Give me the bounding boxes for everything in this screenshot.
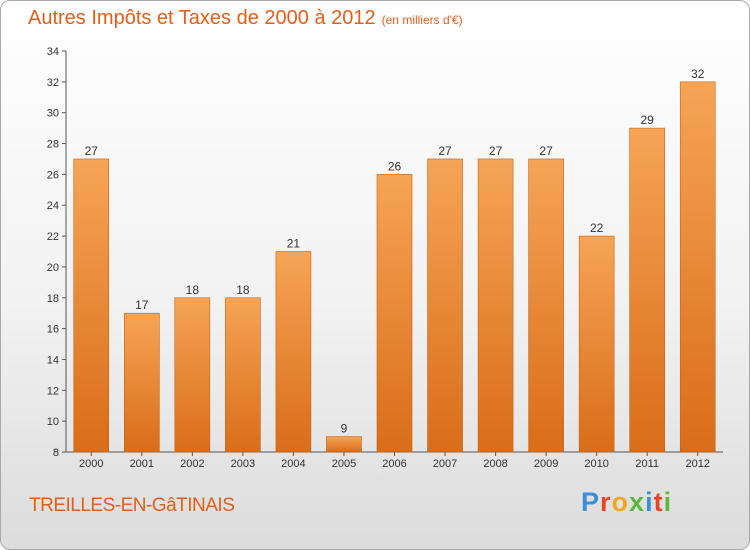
value-label-2010: 22 [590,221,604,235]
x-tick-label-2005: 2005 [332,458,356,470]
y-tick-label: 16 [47,324,59,336]
x-tick-label-2004: 2004 [281,458,305,470]
bar-2012 [679,81,716,453]
x-tick-label-2012: 2012 [685,458,709,470]
x-tick-label-2002: 2002 [180,458,204,470]
bar-2004 [275,251,312,453]
value-label-2007: 27 [438,144,452,158]
x-tick-label-2008: 2008 [483,458,507,470]
bar-2000 [73,158,110,453]
y-tick-label: 10 [47,416,59,428]
x-tick-label-2006: 2006 [382,458,406,470]
y-tick-label: 32 [47,77,59,89]
bar-2009 [528,158,564,453]
value-label-2000: 27 [85,144,99,158]
logo-letter: x [629,487,646,517]
logo-letter: i [645,487,654,517]
bar-2010 [578,235,615,453]
logo-letter: P [581,487,601,517]
value-label-2005: 9 [341,422,348,436]
bar-2007 [427,158,463,453]
value-label-2012: 32 [691,67,705,81]
logo-letter: i [663,487,673,517]
bar-2003 [225,297,261,453]
chart-title: Autres Impôts et Taxes de 2000 à 2012 (en… [28,7,463,30]
y-tick-label: 18 [47,293,59,305]
value-label-2003: 18 [236,283,250,297]
bar-2008 [477,158,514,453]
commune-name: TREILLES-EN-GâTINAIS [29,495,235,516]
value-label-2006: 26 [388,159,402,173]
x-tick-label-2000: 2000 [79,458,103,470]
x-tick-label-2003: 2003 [231,458,255,470]
logo-letter: o [611,487,630,517]
y-tick-label: 26 [47,169,59,181]
bar-2002 [174,297,211,453]
x-tick-label-2011: 2011 [635,458,659,470]
bar-2005 [326,436,362,453]
y-tick-label: 20 [47,262,59,274]
y-tick-label: 8 [53,447,59,459]
y-tick-label: 34 [47,46,59,58]
y-tick-label: 28 [47,139,59,151]
proxiti-logo: Proxiti [581,487,672,518]
value-label-2008: 27 [489,144,503,158]
chart-title-text: Autres Impôts et Taxes de 2000 à 2012 [28,7,376,29]
x-tick-label-2001: 2001 [130,458,154,470]
y-tick-label: 24 [47,200,59,212]
chart-unit: (en milliers d'€) [381,13,463,27]
value-label-2004: 21 [287,237,301,251]
y-tick-label: 14 [47,354,59,366]
logo-letter: r [600,487,612,517]
y-tick-label: 22 [47,231,59,243]
bar-2011 [629,127,665,453]
logo-letter: t [653,487,664,517]
y-tick-label: 12 [47,385,59,397]
value-label-2001: 17 [135,298,149,312]
value-label-2009: 27 [539,144,553,158]
bar-2001 [124,312,160,453]
value-label-2002: 18 [186,283,200,297]
value-label-2011: 29 [641,113,655,127]
bar-2006 [376,174,413,453]
x-tick-label-2009: 2009 [534,458,558,470]
x-tick-label-2010: 2010 [584,458,608,470]
x-tick-label-2007: 2007 [433,458,457,470]
y-tick-label: 30 [47,108,59,120]
